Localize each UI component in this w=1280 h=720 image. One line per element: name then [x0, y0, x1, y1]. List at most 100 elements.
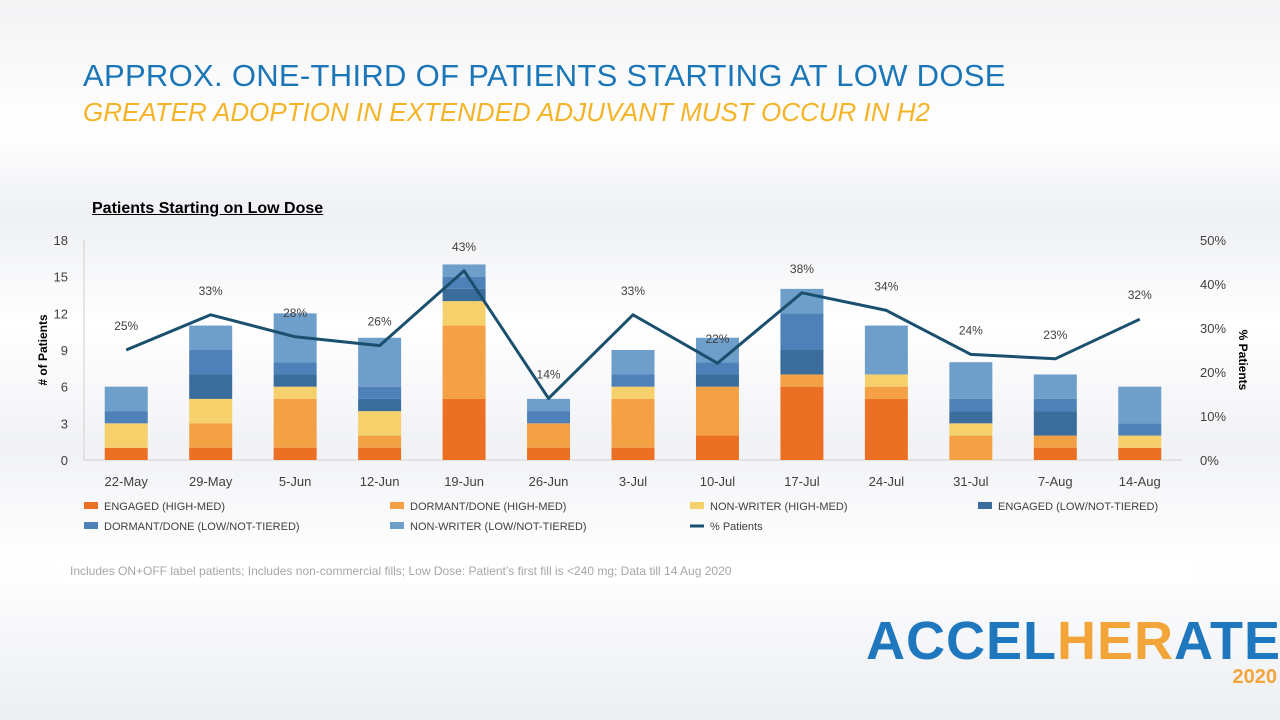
bar-segment — [189, 447, 233, 460]
y2-tick-label: 50% — [1200, 233, 1226, 248]
logo-year: 2020 — [1232, 666, 1278, 688]
bar-segment — [1033, 374, 1077, 399]
line-data-label: 32% — [1128, 288, 1152, 302]
bar-segment — [611, 350, 655, 375]
bar-segment — [864, 398, 908, 460]
x-tick-label: 26-Jun — [529, 474, 569, 489]
x-tick-label: 14-Aug — [1119, 474, 1161, 489]
x-tick-label: 24-Jul — [869, 474, 905, 489]
x-tick-label: 29-May — [189, 474, 233, 489]
bar-segment — [189, 374, 233, 399]
x-tick-label: 31-Jul — [953, 474, 989, 489]
legend-label: DORMANT/DONE (LOW/NOT-TIERED) — [104, 521, 300, 533]
bar-segment — [442, 301, 486, 326]
line-data-label: 24% — [959, 323, 983, 337]
bar-segment — [949, 411, 993, 424]
y2-tick-label: 20% — [1200, 365, 1226, 380]
y2-axis-title: % Patients — [1236, 330, 1250, 391]
x-tick-label: 10-Jul — [700, 474, 736, 489]
accelherate-logo: ACCELHERATE 2020 — [866, 611, 1280, 688]
legend-swatch — [978, 502, 992, 509]
bar-segment — [695, 362, 739, 375]
bar-segment — [358, 386, 402, 399]
bar-segment — [1033, 398, 1077, 412]
bar-segment — [442, 398, 486, 460]
bar-segment — [189, 350, 233, 375]
logo-part-2: HER — [1057, 611, 1175, 671]
legend-label: % Patients — [710, 521, 763, 533]
bar-segment — [611, 386, 655, 399]
bar-segment — [1118, 447, 1162, 460]
legend-label: NON-WRITER (LOW/NOT-TIERED) — [410, 521, 587, 533]
bar-segment — [1118, 423, 1162, 436]
bar-segment — [273, 362, 317, 375]
y2-tick-label: 30% — [1200, 321, 1226, 336]
bar-segment — [527, 398, 571, 412]
bar-segment — [949, 423, 993, 436]
bar-segment — [273, 447, 317, 460]
x-tick-label: 5-Jun — [279, 474, 312, 489]
line-data-label: 22% — [705, 332, 729, 346]
line-data-label: 33% — [199, 284, 223, 298]
x-tick-label: 3-Jul — [619, 474, 647, 489]
bar-segment — [104, 386, 148, 412]
bar-segment — [780, 374, 824, 387]
bar-segment — [189, 398, 233, 424]
percent-patients-line — [125, 269, 1141, 400]
bar-segment — [104, 447, 148, 460]
y-tick-label: 18 — [54, 233, 68, 248]
y-tick-label: 0 — [61, 453, 68, 468]
line-data-label: 23% — [1043, 328, 1067, 342]
bar-segment — [695, 386, 739, 436]
bar-segment — [358, 435, 402, 448]
bar-segment — [695, 374, 739, 387]
bar-segment — [527, 447, 571, 460]
bar-segment — [1118, 435, 1162, 448]
y-tick-label: 3 — [61, 416, 68, 431]
line-data-label: 14% — [537, 367, 561, 381]
y-tick-label: 9 — [61, 343, 68, 358]
bar-segment — [104, 411, 148, 424]
bar-segment — [949, 435, 993, 460]
bar-segment — [949, 362, 993, 399]
bar-segment — [358, 411, 402, 436]
bar-segment — [780, 313, 824, 350]
y2-tick-label: 40% — [1200, 277, 1226, 292]
x-tick-label: 19-Jun — [444, 474, 484, 489]
logo-part-3: A — [1174, 611, 1211, 671]
bar-segment — [949, 398, 993, 412]
bar-segment — [1033, 411, 1077, 436]
y-tick-label: 12 — [54, 306, 68, 321]
legend-swatch — [390, 522, 404, 529]
bar-segment — [527, 411, 571, 424]
legend-label: DORMANT/DONE (HIGH-MED) — [410, 501, 566, 513]
line-data-label: 43% — [452, 240, 476, 254]
bar-segment — [611, 447, 655, 460]
legend-swatch — [84, 522, 98, 529]
line-data-label: 28% — [283, 306, 307, 320]
bar-segment — [611, 398, 655, 448]
bar-segment — [780, 350, 824, 375]
x-tick-label: 7-Aug — [1038, 474, 1073, 489]
x-tick-label: 12-Jun — [360, 474, 400, 489]
line-data-label: 33% — [621, 284, 645, 298]
bar-segment — [864, 325, 908, 375]
bar-segment — [358, 447, 402, 460]
bar-segment — [273, 386, 317, 399]
bar-segment — [189, 423, 233, 448]
combo-chart: 0 3 6 9 12 15 18 0% 10% 20% 30% 40% 50% # of Patients… — [36, 233, 1250, 533]
logo-part-1: ACCEL — [866, 611, 1057, 671]
line-data-label: 34% — [874, 279, 898, 293]
x-tick-label: 17-Jul — [784, 474, 820, 489]
legend-label: ENGAGED (LOW/NOT-TIERED) — [998, 501, 1158, 513]
x-tick-label: 22-May — [105, 474, 149, 489]
bar-segment — [1033, 447, 1077, 460]
bar-segment — [442, 325, 486, 399]
bar-segment — [104, 423, 148, 448]
bar-segment — [273, 374, 317, 387]
bar-segment — [1033, 435, 1077, 448]
bar-segment — [611, 374, 655, 387]
slide-subtitle: GREATER ADOPTION IN EXTENDED ADJUVANT MU… — [83, 97, 931, 127]
bar-segment — [864, 374, 908, 387]
legend-swatch — [690, 502, 704, 509]
